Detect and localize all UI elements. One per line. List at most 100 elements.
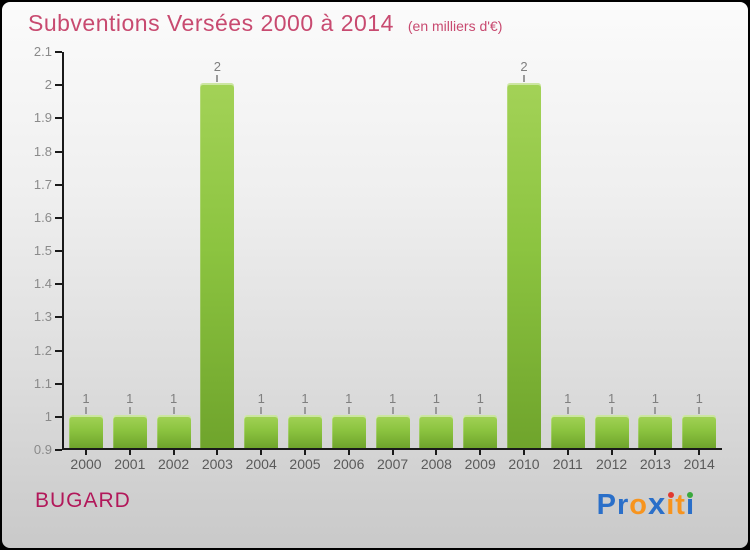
bar-value-stem-2000	[85, 407, 87, 414]
bar-2006	[331, 415, 366, 448]
bar-value-label-2005: 1	[301, 391, 309, 406]
bar-value-stem-2002	[172, 407, 175, 414]
chart-header: Subventions Versées 2000 à 2014 (en mill…	[28, 10, 502, 37]
x-tick-2003	[216, 450, 219, 455]
bar-value-stem-2009	[479, 407, 482, 414]
org-name: BUGARD	[35, 489, 131, 512]
x-tick-label-2013: 2013	[639, 456, 671, 472]
bar-value-label-2002: 1	[169, 391, 178, 406]
y-tick-label-1.8: 1.8	[33, 143, 52, 159]
bar-2012	[594, 415, 629, 448]
y-tick-label-1.2: 1.2	[33, 342, 52, 358]
x-tick-2004	[260, 450, 263, 455]
x-tick-label-2008: 2008	[420, 456, 452, 472]
bar-2010	[507, 83, 541, 448]
bar-value-stem-2008	[435, 407, 438, 414]
plot-area: 2.1 2 1.9 1.8 1.7 1.6 1.5 1.4 1.3 1.2 1.1 1 0.9 1 2000…	[34, 44, 722, 472]
x-tick-2009	[479, 450, 482, 455]
x-tick-label-2004: 2004	[245, 456, 277, 472]
bar-value-stem-2011	[566, 407, 569, 414]
x-tick-2008	[435, 450, 438, 455]
x-tick-label-2003: 2003	[201, 456, 233, 472]
bar-2005	[288, 415, 322, 448]
bar-2008	[419, 415, 454, 448]
y-tick-0.9	[55, 449, 62, 451]
y-tick-label-2.1: 2.1	[33, 44, 52, 59]
y-tick-label-1: 1	[44, 408, 52, 424]
bar-2002	[156, 415, 191, 448]
y-tick-label-1.7: 1.7	[33, 176, 52, 192]
bar-2000	[69, 415, 103, 448]
y-tick-1.7	[55, 183, 62, 186]
logo-letter-5: t	[675, 489, 686, 521]
chart-subtitle: (en milliers d'€)	[407, 18, 503, 34]
bar-value-stem-2007	[391, 407, 394, 414]
y-tick-2	[55, 84, 62, 87]
bar-value-label-2011: 1	[564, 391, 572, 406]
bar-value-stem-2013	[654, 407, 657, 414]
y-tick-1.2	[55, 349, 62, 352]
bar-value-label-2006: 1	[345, 391, 353, 406]
x-tick-label-2010: 2010	[508, 456, 540, 472]
bar-value-stem-2003	[216, 75, 219, 82]
y-tick-1.9	[55, 117, 62, 120]
y-tick-label-1.4: 1.4	[33, 276, 52, 292]
logo-letter-0: P	[596, 489, 617, 521]
x-tick-2014	[698, 450, 701, 455]
y-tick-label-2: 2	[44, 77, 52, 93]
bar-2003	[200, 83, 235, 448]
x-tick-label-2007: 2007	[377, 456, 409, 472]
y-tick-label-1.1: 1.1	[33, 375, 52, 391]
x-tick-2001	[128, 450, 131, 455]
logo-letter-dot-4	[667, 492, 674, 498]
bar-value-stem-2010	[523, 75, 525, 82]
y-tick-label-1.6: 1.6	[33, 209, 52, 225]
logo-letter-6: ı	[685, 489, 695, 521]
y-tick-label-1.5: 1.5	[33, 243, 52, 258]
y-tick-1.5	[55, 250, 62, 252]
bar-value-stem-2001	[128, 407, 131, 414]
bar-value-label-2012: 1	[607, 391, 616, 406]
x-tick-label-2014: 2014	[683, 456, 715, 472]
bar-value-stem-2006	[347, 407, 350, 414]
bar-value-label-2009: 1	[476, 391, 484, 406]
bar-value-label-2008: 1	[432, 391, 440, 406]
bar-2001	[112, 415, 147, 448]
y-tick-1.1	[55, 382, 62, 385]
bar-value-stem-2005	[304, 407, 306, 414]
bar-value-label-2003: 2	[213, 59, 221, 74]
x-tick-label-2000: 2000	[70, 456, 102, 472]
x-tick-2000	[85, 450, 87, 455]
bar-2007	[375, 415, 410, 448]
bar-2014	[682, 415, 717, 448]
bar-value-label-2000: 1	[82, 391, 90, 406]
logo-letter-1: r	[616, 489, 630, 521]
x-tick-2006	[347, 450, 350, 455]
bar-value-label-2010: 2	[520, 59, 528, 74]
logo-letter-2: o	[629, 489, 648, 521]
x-tick-2010	[523, 450, 525, 455]
bar-value-stem-2004	[260, 407, 263, 414]
x-tick-2002	[172, 450, 175, 455]
bar-value-label-2013: 1	[651, 391, 659, 406]
bar-value-label-2007: 1	[388, 391, 397, 406]
logo-letter-dot-6	[687, 492, 694, 498]
bar-2004	[244, 415, 279, 448]
chart-title: Subventions Versées 2000 à 2014	[28, 10, 394, 36]
logo-letter-3: x	[647, 486, 667, 521]
bar-value-label-2001: 1	[126, 391, 134, 406]
bar-2011	[550, 415, 585, 448]
bar-value-label-2004: 1	[257, 391, 265, 406]
bar-value-stem-2012	[610, 407, 613, 414]
y-tick-1.3	[55, 316, 62, 319]
y-tick-label-0.9: 0.9	[33, 442, 52, 457]
x-tick-label-2001: 2001	[114, 456, 146, 472]
y-tick-1	[55, 415, 62, 418]
y-tick-2.1	[55, 51, 62, 53]
y-tick-1.8	[55, 150, 62, 153]
x-tick-2005	[304, 450, 306, 455]
x-tick-label-2005: 2005	[289, 456, 321, 472]
x-tick-2013	[654, 450, 657, 455]
bar-2009	[463, 415, 498, 448]
